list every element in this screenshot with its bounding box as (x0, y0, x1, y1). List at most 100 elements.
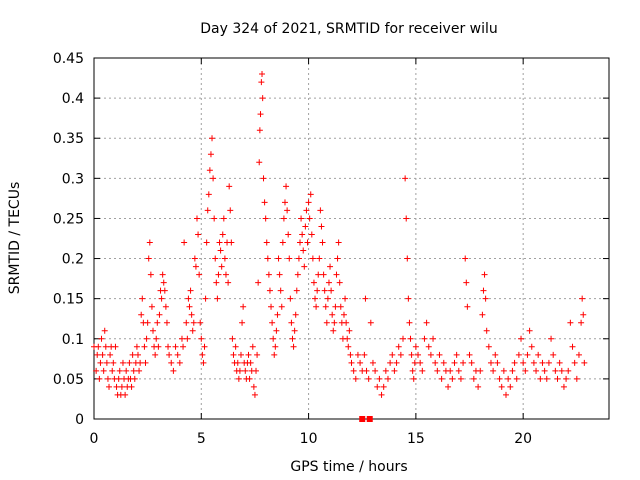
data-point (315, 271, 322, 278)
data-point (565, 367, 572, 374)
data-point (156, 311, 163, 318)
data-point (235, 375, 242, 382)
data-point (210, 175, 217, 182)
y-axis-label: SRMTID / TECUs (7, 182, 23, 295)
data-point (347, 351, 354, 358)
data-point (380, 383, 387, 390)
data-point (130, 367, 137, 374)
data-point (522, 367, 529, 374)
data-point (143, 335, 150, 342)
data-point (93, 367, 100, 374)
data-point (103, 359, 110, 366)
data-point (272, 343, 279, 350)
x-tick-label: 0 (90, 431, 99, 447)
data-point (259, 71, 266, 78)
data-point (410, 375, 417, 382)
data-point (259, 95, 266, 102)
data-point (187, 287, 194, 294)
data-point (150, 327, 157, 334)
data-point (462, 255, 469, 262)
data-point (503, 391, 509, 398)
data-point (395, 343, 402, 350)
data-point (278, 303, 285, 310)
data-point (201, 343, 208, 350)
data-point (280, 215, 287, 222)
data-point (275, 255, 282, 262)
data-point (237, 351, 244, 358)
data-point (202, 295, 209, 302)
data-point (229, 335, 236, 342)
data-point (158, 295, 165, 302)
data-point (530, 359, 537, 366)
data-point (331, 319, 338, 326)
data-point (214, 295, 221, 302)
data-point (539, 359, 546, 366)
data-point (571, 359, 578, 366)
zero-value-marker (359, 416, 366, 422)
data-point (211, 215, 218, 222)
data-point (185, 295, 192, 302)
data-point (204, 207, 211, 214)
data-point (161, 287, 168, 294)
data-point (256, 159, 263, 166)
data-point (176, 359, 183, 366)
data-point (298, 215, 305, 222)
data-point (550, 351, 557, 358)
data-point (227, 207, 234, 214)
data-point (104, 375, 111, 382)
data-point (277, 287, 284, 294)
data-point (240, 303, 247, 310)
data-point (464, 303, 471, 310)
data-point (165, 343, 172, 350)
data-point (537, 375, 544, 382)
data-point (276, 271, 283, 278)
data-point (226, 183, 233, 190)
data-point (319, 239, 326, 246)
data-point (174, 351, 181, 358)
data-point (412, 343, 419, 350)
data-point (554, 375, 561, 382)
data-point (295, 255, 302, 262)
data-point (155, 343, 162, 350)
data-point (112, 343, 119, 350)
data-point (107, 351, 114, 358)
data-point (403, 215, 410, 222)
data-point (181, 239, 188, 246)
data-point (279, 239, 286, 246)
data-point (190, 319, 197, 326)
data-point (470, 375, 477, 382)
y-tick-label: 0.35 (53, 131, 84, 147)
data-point (209, 135, 216, 142)
data-point (425, 343, 432, 350)
data-point (216, 239, 223, 246)
data-point (134, 351, 141, 358)
data-point (468, 359, 475, 366)
data-point (274, 311, 281, 318)
data-point (580, 311, 587, 318)
y-tick-label: 0.1 (62, 332, 84, 348)
data-point (197, 319, 204, 326)
data-point (116, 367, 123, 374)
data-point (218, 263, 225, 270)
data-point (264, 255, 271, 262)
data-point (154, 319, 161, 326)
data-point (569, 343, 576, 350)
data-point (200, 359, 207, 366)
data-point (362, 295, 369, 302)
data-point (168, 359, 175, 366)
data-point (270, 335, 277, 342)
data-point (184, 335, 191, 342)
y-tick-label: 0.4 (62, 91, 84, 107)
y-tick-label: 0.3 (62, 171, 84, 187)
data-point (230, 351, 237, 358)
data-point (320, 271, 327, 278)
data-point (520, 359, 527, 366)
data-point (365, 375, 372, 382)
data-point (119, 359, 126, 366)
data-point (498, 383, 505, 390)
data-point (397, 351, 404, 358)
data-point (302, 223, 309, 230)
data-point (254, 351, 261, 358)
data-point (232, 343, 239, 350)
